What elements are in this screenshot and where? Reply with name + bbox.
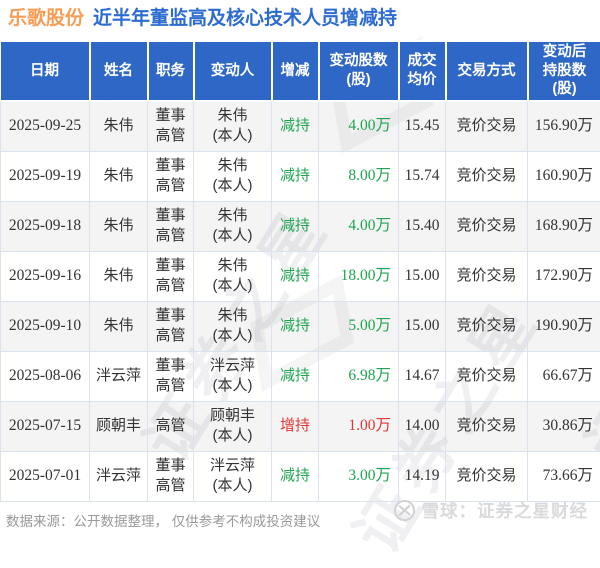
- cell-position: 董事 高管: [148, 451, 194, 501]
- cell-position: 董事 高管: [148, 101, 194, 151]
- cell-changer: 朱伟 (本人): [194, 201, 272, 251]
- cell-date: 2025-09-16: [1, 251, 90, 301]
- cell-changer: 朱伟 (本人): [194, 151, 272, 201]
- header-direction: 增减: [272, 41, 319, 101]
- brand-text: 雪球：证券之星财经: [422, 498, 589, 523]
- cell-date: 2025-09-19: [1, 151, 90, 201]
- cell-avg-price: 15.00: [399, 251, 446, 301]
- data-source-note: 数据来源：公开数据整理， 仅供参考不构成投资建议: [6, 510, 320, 530]
- cell-date: 2025-09-25: [1, 101, 90, 151]
- cell-position: 董事 高管: [148, 251, 194, 301]
- cell-name: 朱伟: [90, 201, 148, 251]
- cell-changer: 朱伟 (本人): [194, 301, 272, 351]
- header-position: 职务: [148, 41, 194, 101]
- cell-position: 高管: [148, 401, 194, 451]
- cell-change-shares: 3.00万: [319, 451, 399, 501]
- cell-change-shares: 4.00万: [319, 101, 399, 151]
- cell-shares-after: 66.67万: [528, 351, 600, 401]
- cell-shares-after: 168.90万: [528, 201, 600, 251]
- header-avg-price: 成交 均价: [399, 41, 446, 101]
- cell-direction: 减持: [272, 301, 319, 351]
- cell-name: 顾朝丰: [90, 401, 148, 451]
- cell-name: 泮云萍: [90, 451, 148, 501]
- cell-date: 2025-09-10: [1, 301, 90, 351]
- cell-name: 泮云萍: [90, 351, 148, 401]
- cell-changer: 朱伟 (本人): [194, 101, 272, 151]
- page-title: 乐歌股份近半年董监高及核心技术人员增减持: [8, 6, 397, 32]
- cell-direction: 减持: [272, 451, 319, 501]
- cell-direction: 减持: [272, 151, 319, 201]
- cell-position: 董事 高管: [148, 201, 194, 251]
- cell-avg-price: 14.00: [399, 401, 446, 451]
- cell-direction: 减持: [272, 251, 319, 301]
- cell-changer: 朱伟 (本人): [194, 251, 272, 301]
- cell-trade-method: 竞价交易: [446, 401, 528, 451]
- cell-shares-after: 156.90万: [528, 101, 600, 151]
- cell-position: 董事 高管: [148, 151, 194, 201]
- cell-position: 董事 高管: [148, 351, 194, 401]
- cell-name: 朱伟: [90, 251, 148, 301]
- stock-name: 乐歌股份: [8, 8, 84, 29]
- cell-name: 朱伟: [90, 151, 148, 201]
- cell-avg-price: 14.67: [399, 351, 446, 401]
- cell-trade-method: 竞价交易: [446, 151, 528, 201]
- cell-shares-after: 172.90万: [528, 251, 600, 301]
- insider-trading-table: 日期 姓名 职务 变动人 增减 变动股数 (股) 成交 均价 交易方式 变动后 …: [0, 40, 600, 502]
- cell-position: 董事 高管: [148, 301, 194, 351]
- cell-changer: 泮云萍 (本人): [194, 351, 272, 401]
- cell-direction: 减持: [272, 101, 319, 151]
- cell-shares-after: 73.66万: [528, 451, 600, 501]
- cell-direction: 增持: [272, 401, 319, 451]
- cell-shares-after: 190.90万: [528, 301, 600, 351]
- cell-trade-method: 竞价交易: [446, 251, 528, 301]
- cell-date: 2025-08-06: [1, 351, 90, 401]
- cell-shares-after: 30.86万: [528, 401, 600, 451]
- cell-shares-after: 160.90万: [528, 151, 600, 201]
- cell-change-shares: 4.00万: [319, 201, 399, 251]
- title-text: 近半年董监高及核心技术人员增减持: [93, 8, 397, 29]
- cell-avg-price: 15.00: [399, 301, 446, 351]
- cell-trade-method: 竞价交易: [446, 201, 528, 251]
- cell-direction: 减持: [272, 201, 319, 251]
- cell-avg-price: 14.19: [399, 451, 446, 501]
- header-change-shares: 变动股数 (股): [319, 41, 399, 101]
- cell-name: 朱伟: [90, 101, 148, 151]
- cell-avg-price: 15.45: [399, 101, 446, 151]
- cell-trade-method: 竞价交易: [446, 301, 528, 351]
- header-changer: 变动人: [194, 41, 272, 101]
- cell-avg-price: 15.74: [399, 151, 446, 201]
- cell-direction: 减持: [272, 351, 319, 401]
- cell-trade-method: 竞价交易: [446, 101, 528, 151]
- brand-footer: 雪球：证券之星财经: [393, 498, 589, 523]
- header-shares-after: 变动后 持股数 (股): [528, 41, 600, 101]
- cell-name: 朱伟: [90, 301, 148, 351]
- cell-changer: 泮云萍 (本人): [194, 451, 272, 501]
- cell-change-shares: 5.00万: [319, 301, 399, 351]
- header-trade-method: 交易方式: [446, 41, 528, 101]
- cell-trade-method: 竞价交易: [446, 451, 528, 501]
- xueqiu-logo-icon: [393, 499, 416, 522]
- header-date: 日期: [1, 41, 90, 101]
- header-name: 姓名: [90, 41, 148, 101]
- cell-date: 2025-09-18: [1, 201, 90, 251]
- cell-change-shares: 18.00万: [319, 251, 399, 301]
- cell-trade-method: 竞价交易: [446, 351, 528, 401]
- cell-change-shares: 6.98万: [319, 351, 399, 401]
- table-header-row: 日期 姓名 职务 变动人 增减 变动股数 (股) 成交 均价 交易方式 变动后 …: [1, 41, 600, 101]
- cell-date: 2025-07-01: [1, 451, 90, 501]
- cell-change-shares: 1.00万: [319, 401, 399, 451]
- cell-date: 2025-07-15: [1, 401, 90, 451]
- cell-avg-price: 15.40: [399, 201, 446, 251]
- cell-changer: 顾朝丰 (本人): [194, 401, 272, 451]
- cell-change-shares: 8.00万: [319, 151, 399, 201]
